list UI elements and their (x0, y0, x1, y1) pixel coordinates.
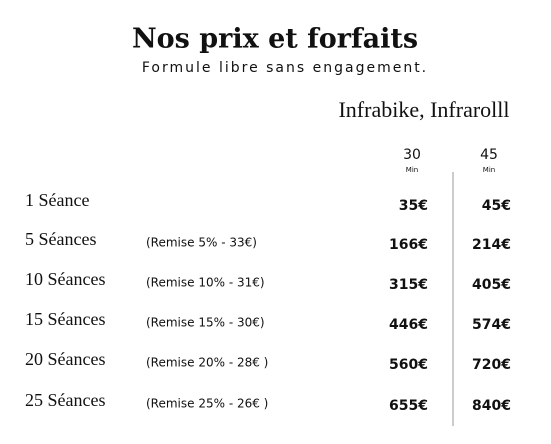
column-unit: Min (406, 166, 418, 174)
price: 840€ (472, 398, 511, 414)
price: 45€ (482, 198, 511, 214)
column-unit: Min (483, 166, 495, 174)
row-discount: (Remise 10% - 31€) (146, 276, 265, 290)
price: 574€ (472, 317, 511, 333)
row-label: 1 Séance (25, 190, 89, 210)
row-label: 25 Séances (25, 390, 105, 410)
price: 315€ (389, 277, 428, 293)
title: Nos prix et forfaits (132, 24, 418, 55)
row-label: 15 Séances (25, 309, 105, 329)
price: 720€ (472, 357, 511, 373)
row-discount: (Remise 20% - 28€ ) (146, 356, 268, 370)
column-duration: 30 (403, 147, 421, 163)
row-discount: (Remise 5% - 33€) (146, 236, 257, 250)
row-label: 20 Séances (25, 349, 105, 369)
price: 214€ (472, 237, 511, 253)
column-group-header: Infrabike, Infrarolll (338, 97, 509, 122)
price: 655€ (389, 398, 428, 414)
row-discount: (Remise 15% - 30€) (146, 316, 265, 330)
price: 166€ (389, 237, 428, 253)
price: 405€ (472, 277, 511, 293)
price: 35€ (399, 198, 428, 214)
column-duration: 45 (480, 147, 498, 163)
subtitle: Formule libre sans engagement. (142, 60, 428, 76)
price: 560€ (389, 357, 428, 373)
price: 446€ (389, 317, 428, 333)
row-discount: (Remise 25% - 26€ ) (146, 397, 268, 411)
row-label: 5 Séances (25, 229, 96, 249)
row-label: 10 Séances (25, 269, 105, 289)
